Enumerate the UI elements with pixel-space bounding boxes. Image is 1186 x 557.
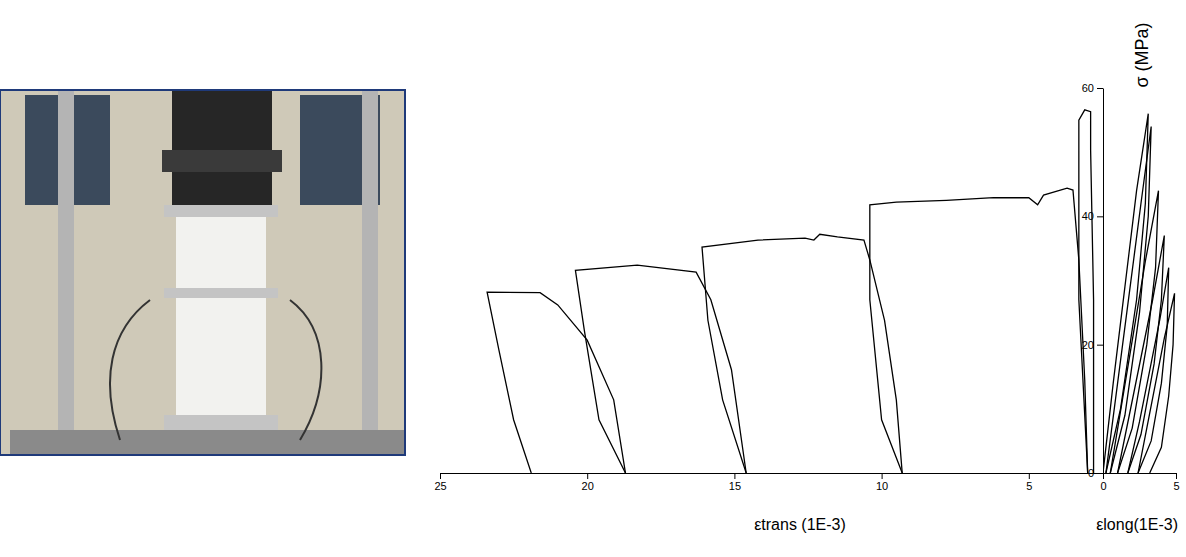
x-trans-axis-tick-mark [587, 473, 588, 479]
curve [702, 234, 902, 473]
photo-cable [110, 300, 321, 440]
photo-column [362, 90, 378, 430]
y-axis-tick-label: 20 [1082, 339, 1094, 351]
long-curves [1103, 114, 1175, 473]
curve [1138, 293, 1175, 473]
y-title: σ (MPa) [1132, 22, 1152, 87]
photo-crosshead [172, 90, 272, 205]
curve [487, 292, 625, 473]
x-trans-axis-tick: 15 [729, 473, 741, 492]
chart-root: 252015105050204060εtrans (1E-3)εlong(1E-… [0, 0, 1186, 557]
y-axis-tick: 20 [1082, 339, 1103, 351]
x-trans-axis-tick: 5 [1026, 473, 1032, 492]
y-axis-tick-mark [1097, 473, 1103, 474]
y-axis-tick: 60 [1082, 82, 1103, 94]
photo-ring [164, 205, 278, 217]
x-trans-axis-tick: 20 [582, 473, 594, 492]
x-trans-axis-tick-mark [440, 473, 441, 479]
x-long-axis-tick-label: 5 [1173, 480, 1179, 492]
photo-ring [164, 415, 278, 431]
y-axis-line [1103, 89, 1104, 474]
y-axis-tick-label: 40 [1082, 210, 1094, 222]
photo-background [0, 90, 405, 455]
x-trans-axis-tick-mark [882, 473, 883, 479]
x-trans-axis-tick-label: 15 [729, 480, 741, 492]
x-long-axis-tick-mark [1103, 473, 1104, 479]
x-trans-axis-tick-label: 10 [876, 480, 888, 492]
y-axis-tick: 0 [1088, 467, 1103, 479]
curve [1110, 191, 1158, 473]
x-long-axis-line [1104, 473, 1177, 474]
x-long-axis-tick: 5 [1173, 473, 1179, 492]
y-axis-tick-mark [1097, 345, 1103, 346]
x-trans-axis-tick: 25 [434, 473, 446, 492]
trans-curves [487, 110, 1093, 473]
y-axis-tick-mark [1097, 88, 1103, 89]
x-trans-axis-tick-label: 5 [1026, 480, 1032, 492]
photo-column [58, 90, 74, 430]
photo-ring [164, 288, 278, 298]
chart-svg: 252015105050204060εtrans (1E-3)εlong(1E-… [0, 0, 1186, 557]
photo-clamp [162, 150, 282, 172]
y-axis-tick-mark [1097, 216, 1103, 217]
curve [1079, 110, 1094, 473]
y-axis-tick: 40 [1082, 210, 1103, 222]
photo [0, 90, 405, 455]
x-trans-axis-tick-mark [734, 473, 735, 479]
x-trans-axis-tick: 10 [876, 473, 888, 492]
curve [575, 265, 746, 473]
photo-frame [0, 90, 405, 455]
x-trans-axis-tick-label: 25 [434, 480, 446, 492]
y-axis: 0 20 40 60 [1082, 82, 1104, 479]
x-trans-axis-tick-label: 20 [582, 480, 594, 492]
x-long-axis-tick-mark [1176, 473, 1177, 479]
curve [870, 188, 1088, 473]
x-long-axis: 05 [1100, 473, 1179, 492]
curve [1118, 236, 1165, 473]
x-trans-axis-tick-mark [1029, 473, 1030, 479]
photo-specimen [176, 205, 266, 430]
x-trans-axis-line [441, 473, 1177, 474]
x-long-title: εlong(1E-3) [1096, 516, 1178, 533]
y-axis-tick-label: 0 [1088, 467, 1094, 479]
x-trans-title: εtrans (1E-3) [754, 516, 846, 533]
photo-base [10, 430, 405, 455]
y-axis-tick-label: 60 [1082, 82, 1094, 94]
x-trans-axis: 25 20 15 10 5 [434, 473, 1176, 492]
x-long-axis-tick-label: 0 [1100, 480, 1106, 492]
x-long-axis-tick: 0 [1100, 473, 1106, 492]
